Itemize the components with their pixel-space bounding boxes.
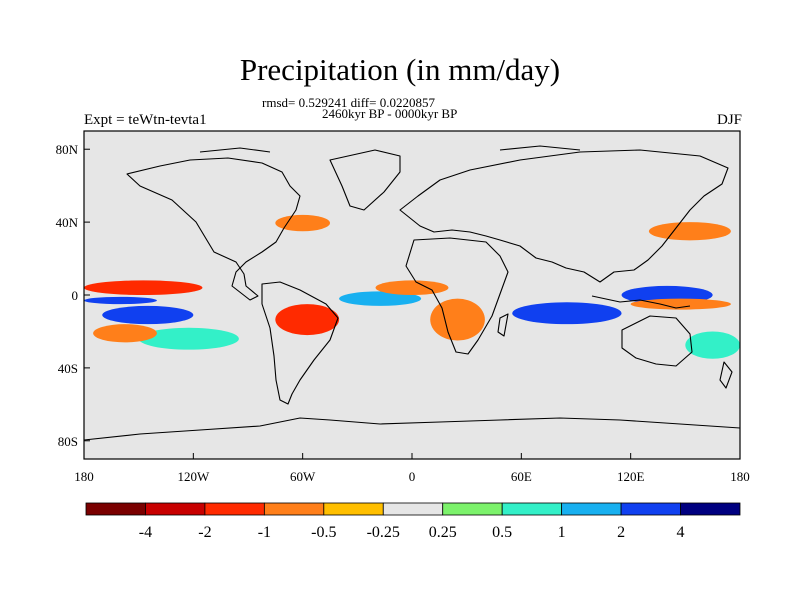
coastline-antarctica	[84, 417, 740, 441]
colorbar-box	[501, 502, 563, 516]
coastline-arctic-islands	[199, 145, 581, 153]
anomaly-south-pacific-tail	[138, 327, 239, 350]
colorbar-box	[145, 502, 206, 516]
anomaly-south-pacific-wet	[102, 305, 194, 325]
y-tick-label: 80N	[56, 142, 79, 157]
colorbar-label: -2	[198, 524, 211, 541]
colorbar-box	[382, 502, 444, 516]
subtitle-period: 2460kyr BP - 0000kyr BP	[322, 106, 458, 121]
colorbar-label: 1	[558, 524, 566, 541]
colorbar-label: -0.5	[311, 524, 336, 541]
anomaly-maritime-continent-dry	[630, 298, 731, 310]
y-tick-label: 0	[72, 288, 79, 303]
subtitle-stats: rmsd= 0.529241 diff= 0.0220857	[262, 95, 435, 110]
colorbar-box	[263, 502, 325, 516]
x-tick-label: 60E	[511, 469, 532, 484]
colorbar-label: -4	[139, 524, 152, 541]
anomaly-atlantic-itcz-wet	[339, 291, 422, 306]
experiment-label: Expt = teWtn-tevta1	[84, 112, 207, 128]
coastline-north-america	[126, 157, 301, 301]
colorbar-box	[442, 502, 503, 516]
anomaly-north-atlantic-dry	[275, 214, 330, 232]
y-tick-label: 80S	[58, 434, 78, 449]
colorbar-label: 0.5	[492, 524, 512, 541]
colorbar-label: -1	[258, 524, 271, 541]
colorbar-label: 0.25	[429, 524, 457, 541]
coastline-indonesia	[591, 295, 691, 309]
coastline-africa	[405, 237, 509, 355]
anomaly-layer	[84, 214, 740, 359]
anomaly-amazon-dry	[275, 304, 340, 336]
coastline-new-zealand	[719, 361, 733, 389]
colorbar-box	[323, 502, 384, 516]
axes: 180 120W 60W 0 60E 120E 180 80N 40N 0 40S 80S	[56, 142, 750, 484]
colorbar-box	[85, 502, 146, 516]
colorbar-label: -0.25	[367, 524, 400, 541]
y-tick-label: 40S	[58, 361, 78, 376]
chart-title: Precipitation (in mm/day)	[239, 52, 561, 87]
coastline-madagascar	[497, 313, 509, 337]
colorbar-box	[204, 502, 265, 516]
anomaly-central-pacific-dry-band	[84, 296, 157, 305]
colorbar-label: 4	[677, 524, 685, 541]
x-tick-label: 180	[74, 469, 94, 484]
colorbar: -4 -2 -1 -0.5 -0.25 0.25 0.5 1 2 4	[85, 502, 741, 541]
anomaly-east-pacific-wet-south	[93, 324, 157, 343]
anomaly-indian-ocean-wet	[512, 302, 622, 325]
anomaly-south-pacific-east-wet	[685, 331, 740, 359]
x-tick-label: 0	[409, 469, 416, 484]
season-label: DJF	[716, 112, 742, 128]
coastline-eurasia	[399, 149, 729, 283]
coastline-layer	[84, 145, 740, 441]
coastline-australia	[621, 315, 693, 367]
coastline-south-america	[261, 281, 339, 405]
x-tick-label: 120E	[617, 469, 645, 484]
y-tick-label: 40N	[56, 215, 79, 230]
anomaly-north-pacific-dry	[648, 222, 731, 241]
colorbar-box	[620, 502, 681, 516]
anomaly-southern-africa-dry	[430, 298, 485, 341]
coastline-greenland	[329, 149, 401, 211]
colorbar-box	[680, 502, 741, 516]
colorbar-box	[561, 502, 622, 516]
x-tick-label: 60W	[290, 469, 316, 484]
anomaly-africa-sahel-dry	[375, 280, 449, 296]
x-tick-label: 180	[730, 469, 750, 484]
x-tick-label: 120W	[177, 469, 210, 484]
anomaly-central-pacific-wet-north	[84, 280, 203, 296]
colorbar-label: 2	[617, 524, 625, 541]
